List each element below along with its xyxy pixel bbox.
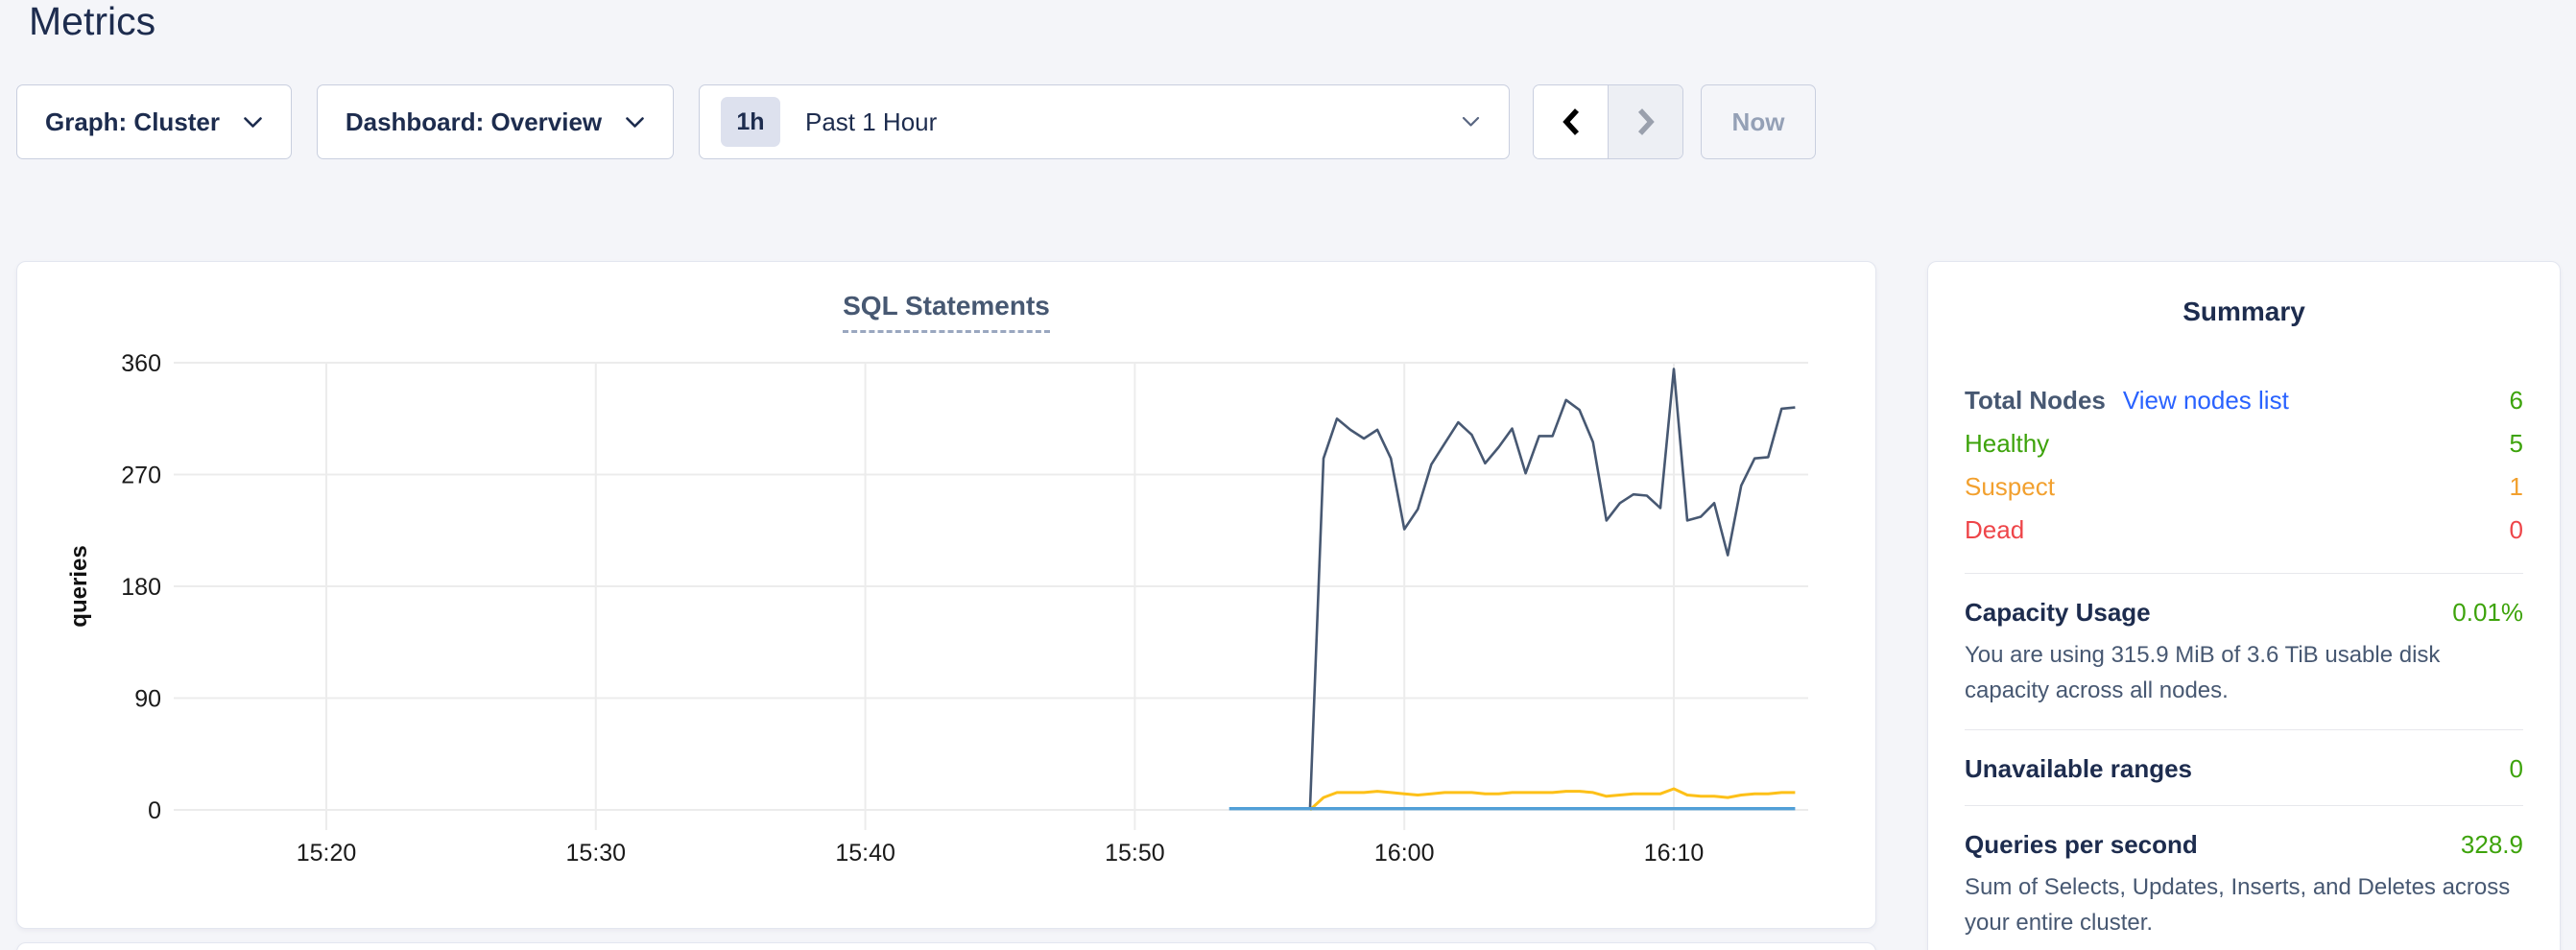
summary-section-description: Sum of Selects, Updates, Inserts, and De… [1965, 874, 2511, 936]
node-status-list: Total Nodes View nodes list 6 Healthy 5 Suspe… [1965, 379, 2523, 552]
graph-dropdown[interactable]: Graph: Cluster [16, 84, 292, 159]
series-dark-slate-line [1308, 368, 1796, 811]
chevron-down-icon [625, 116, 645, 129]
y-axis-tick-label: 90 [134, 686, 161, 713]
summary-sections: Capacity Usage 0.01% You are using 315.9 M… [1965, 573, 2523, 940]
node-status-row: Dead 0 [1965, 509, 2523, 552]
y-axis-title: queries [66, 545, 92, 627]
chevron-left-icon [1560, 107, 1583, 137]
node-status-value: 0 [2509, 515, 2523, 544]
node-status-value: 5 [2509, 429, 2523, 458]
dashboard-dropdown-label: Dashboard: Overview [345, 107, 603, 136]
summary-section-value: 328.9 [2460, 830, 2523, 859]
chart-title[interactable]: SQL Statements [843, 291, 1050, 333]
chevron-down-icon [243, 116, 263, 129]
time-window-label: Past 1 Hour [805, 107, 938, 136]
x-axis-tick-label: 16:00 [1374, 840, 1435, 867]
y-axis-tick-label: 180 [121, 574, 161, 601]
summary-section: Capacity Usage 0.01% You are using 315.9 M… [1965, 574, 2523, 708]
summary-title: Summary [2182, 297, 2305, 326]
divider [1965, 729, 2523, 730]
summary-section: Queries per second 328.9 Sum of Selects, U… [1965, 806, 2523, 940]
time-range-selector[interactable]: 1h Past 1 Hour [699, 84, 1510, 159]
chevron-right-icon [1634, 107, 1658, 137]
node-status-value: 1 [2509, 472, 2523, 501]
view-nodes-list-link[interactable]: View nodes list [2122, 386, 2289, 415]
series-yellow-line [1308, 787, 1796, 812]
summary-section-label: Queries per second [1965, 830, 2198, 859]
summary-section-label: Unavailable ranges [1965, 754, 2192, 783]
x-axis-tick-label: 15:50 [1105, 840, 1165, 867]
time-window-badge: 1h [721, 97, 780, 147]
node-status-value: 6 [2509, 386, 2523, 415]
summary-panel: Summary Total Nodes View nodes list 6 Healt… [1927, 261, 2561, 950]
page-title: Metrics [29, 0, 156, 43]
next-chart-card-partial [16, 942, 1876, 950]
x-axis-tick-label: 16:10 [1644, 840, 1705, 867]
node-status-row: Healthy 5 [1965, 422, 2523, 465]
dashboard-dropdown[interactable]: Dashboard: Overview [317, 84, 674, 159]
summary-section-value: 0.01% [2452, 598, 2523, 627]
summary-section: Unavailable ranges 0 [1965, 730, 2523, 784]
node-status-label: Suspect [1965, 472, 2055, 501]
sql-statements-chart-card: SQL Statements 0 90 180 270 360 15:20 15:30 15:… [16, 261, 1876, 929]
node-status-label: Dead [1965, 515, 2025, 544]
divider [1965, 573, 2523, 574]
sql-statements-chart: 0 90 180 270 360 15:20 15:30 15:40 15:50 16:00 16:… [66, 350, 1808, 867]
node-status-row: Suspect 1 [1965, 465, 2523, 509]
graph-dropdown-label: Graph: Cluster [44, 107, 221, 136]
summary-section-value: 0 [2509, 754, 2523, 783]
time-pager [1533, 84, 1683, 159]
x-axis-tick-label: 15:40 [835, 840, 895, 867]
node-status-label: Healthy [1965, 429, 2050, 458]
divider [1965, 805, 2523, 806]
summary-section-label: Capacity Usage [1965, 598, 2151, 627]
y-axis-tick-label: 270 [121, 463, 161, 489]
y-axis-tick-label: 360 [121, 350, 161, 377]
x-axis-tick-label: 15:30 [566, 840, 627, 867]
x-axis-tick-label: 15:20 [297, 840, 357, 867]
node-status-row: Total Nodes View nodes list 6 [1965, 379, 2523, 422]
summary-section-description: You are using 315.9 MiB of 3.6 TiB usabl… [1965, 642, 2441, 703]
now-button[interactable]: Now [1701, 84, 1816, 159]
chart-title-wrap: SQL Statements [17, 291, 1875, 333]
chevron-down-icon [1462, 116, 1480, 128]
node-status-label: Total Nodes [1965, 386, 2106, 415]
next-time-button[interactable] [1608, 85, 1682, 158]
y-axis-tick-label: 0 [148, 797, 161, 824]
prev-time-button[interactable] [1534, 85, 1608, 158]
